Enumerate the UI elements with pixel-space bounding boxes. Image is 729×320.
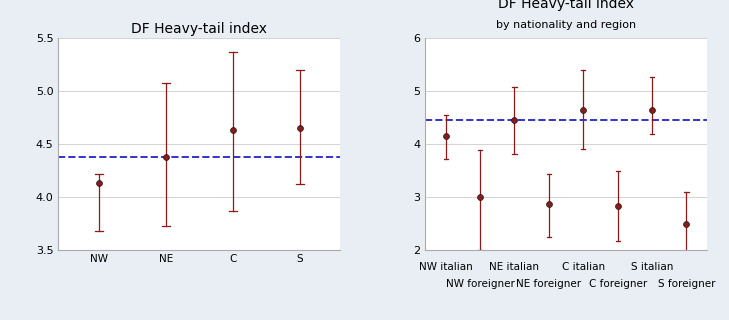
Text: NW italian: NW italian (418, 262, 472, 272)
Text: NE foreigner: NE foreigner (516, 279, 582, 289)
Text: C foreigner: C foreigner (588, 279, 647, 289)
Point (475, 195, 486, 200)
Text: C italian: C italian (562, 262, 605, 272)
Point (295, 125, 306, 131)
Point (227, 128, 239, 133)
Point (93, 180, 104, 186)
Point (440, 133, 451, 138)
Text: S foreigner: S foreigner (658, 279, 715, 289)
Point (160, 154, 171, 159)
Point (577, 107, 589, 112)
Text: S italian: S italian (631, 262, 674, 272)
Title: DF Heavy-tail index: DF Heavy-tail index (131, 22, 268, 36)
Point (681, 222, 693, 227)
Point (612, 204, 623, 209)
Point (509, 118, 521, 123)
Point (543, 202, 555, 207)
Text: NE italian: NE italian (489, 262, 539, 272)
Point (646, 107, 658, 112)
Text: DF Heavy-tail index: DF Heavy-tail index (498, 0, 634, 11)
Text: by nationality and region: by nationality and region (496, 20, 636, 30)
Text: NW foreigner: NW foreigner (445, 279, 515, 289)
